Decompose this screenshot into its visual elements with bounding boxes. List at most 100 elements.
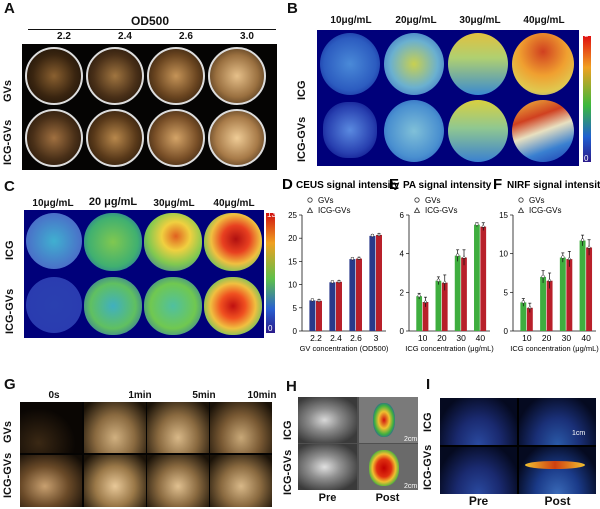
x-tick-label: 2.6 <box>350 333 362 343</box>
bar-charts-svg: D CEUS signal intensityGVsICG-GVs05101520… <box>282 176 600 353</box>
bar-icg-gvs <box>316 300 322 331</box>
panel-c-col-1: 10μg/mL <box>32 198 74 209</box>
pa-phantom-icg-2 <box>384 33 444 95</box>
pa-phantom-icg-gvs-2 <box>384 100 444 162</box>
x-tick-label: 2.4 <box>330 333 342 343</box>
nirf-phantom-icg-gvs-4 <box>204 277 262 335</box>
x-tick-label: 10 <box>522 333 532 343</box>
data-point-icg-gvs <box>423 299 428 303</box>
pa-phantom-icg-3 <box>448 33 508 95</box>
data-point-icg-gvs <box>461 254 467 259</box>
panel-c-colorbar <box>266 213 275 333</box>
y-tick-label: 0 <box>504 327 509 336</box>
data-point-icg-gvs <box>481 223 486 228</box>
nirf-phantom-icg-4 <box>204 213 262 271</box>
panel-d-letter: D <box>282 176 293 193</box>
bar-gvs <box>454 255 461 331</box>
nirf-phantom-icg-gvs-1 <box>26 277 82 333</box>
bar-icg-gvs <box>526 307 533 331</box>
panel-b-image-grid <box>317 30 579 166</box>
y-tick-label: 20 <box>288 234 297 243</box>
data-point-icg-gvs <box>527 305 532 309</box>
nirf-phantom-icg-gvs-3 <box>144 277 202 335</box>
panel-h-image-grid <box>298 397 418 490</box>
us-phantom-gvs-1 <box>25 47 83 105</box>
y-tick-label: 5 <box>293 304 298 313</box>
nirf-mouse-icg-gvs-pre <box>298 444 357 490</box>
y-tick-label: 6 <box>400 211 405 220</box>
bar-icg-gvs <box>376 234 382 331</box>
bar-gvs <box>329 282 336 331</box>
bar-icg-gvs <box>336 281 342 331</box>
bar-gvs <box>474 224 480 331</box>
us-phantom-icg-gvs-1 <box>25 109 83 167</box>
us-phantom-gvs-3 <box>147 47 205 105</box>
data-point-gvs <box>436 278 441 282</box>
nirf-mouse-icg-post <box>359 397 418 443</box>
data-point-icg-gvs <box>316 298 322 302</box>
panel-c-letter: C <box>4 178 15 195</box>
bar-gvs <box>435 280 442 331</box>
panel-a-row-1: GVs <box>2 79 14 102</box>
panel-b-cbar-max: 8 <box>584 30 589 39</box>
pa-phantom-icg-gvs-4 <box>512 100 574 162</box>
panel-c-cbar-min: 0 <box>268 324 273 333</box>
panel-c-row-1: ICG <box>4 240 16 260</box>
legend-label-icg-gvs: ICG-GVs <box>529 206 561 215</box>
y-tick-label: 25 <box>288 211 297 220</box>
panel-a-row-2: ICG-GVs <box>2 119 14 165</box>
panel-c-image-grid <box>24 210 264 338</box>
nirf-phantom-icg-2 <box>84 213 142 271</box>
legend-marker-icg-gvs <box>413 207 421 213</box>
panel-f-letter: F <box>493 176 502 193</box>
panel-g-row-2: ICG-GVs <box>2 452 14 498</box>
panel-a-col-3: 2.6 <box>179 31 193 42</box>
y-tick-label: 15 <box>288 257 297 266</box>
y-tick-label: 0 <box>400 327 405 336</box>
bar-icg-gvs <box>356 258 362 331</box>
nirf-mouse-icg-pre <box>298 397 357 443</box>
nirf-mouse-icg-gvs-post <box>359 444 418 490</box>
legend-marker-icg-gvs <box>306 207 314 213</box>
nirf-signal-hotspot-icg-gvs <box>369 450 399 486</box>
chart-title: PA signal intensity <box>403 180 492 191</box>
data-point-icg-gvs <box>336 279 342 283</box>
panel-g-col-1: 0s <box>48 390 60 401</box>
data-point-icg-gvs <box>356 256 362 260</box>
bar-gvs <box>540 276 547 331</box>
data-point-icg-gvs <box>442 280 447 284</box>
nirf-phantom-icg-gvs-2 <box>84 277 142 335</box>
x-tick-label: 10 <box>418 333 428 343</box>
pa-phantom-icg-gvs-1 <box>323 102 377 158</box>
pa-mouse-icg-gvs-post <box>519 447 596 494</box>
bar-icg-gvs <box>566 259 573 331</box>
panel-b-colorbar <box>583 36 591 162</box>
y-tick-label: 10 <box>499 250 508 259</box>
legend-label-gvs: GVs <box>318 196 334 205</box>
bar-gvs <box>520 302 527 331</box>
panel-a-divider <box>28 29 276 30</box>
data-point-gvs <box>580 238 585 242</box>
legend-label-gvs: GVs <box>425 196 441 205</box>
x-axis-label: GV concentration (OD500) <box>300 344 389 353</box>
panel-b-cbar-min: 0 <box>584 154 589 163</box>
x-axis-label: ICG concentration (μg/mL) <box>510 344 599 353</box>
panel-i-row-1: ICG <box>422 412 434 432</box>
bar-gvs <box>369 235 376 331</box>
nirf-phantom-icg-3 <box>144 213 202 271</box>
panel-a-image-grid <box>22 44 277 170</box>
ceus-icg-gvs-10min <box>210 455 272 507</box>
legend-marker-gvs <box>307 197 313 203</box>
data-point-gvs <box>350 256 355 261</box>
panel-e-letter: E <box>389 176 399 193</box>
legend-label-gvs: GVs <box>529 196 545 205</box>
panel-g-col-3: 5min <box>192 390 216 401</box>
pa-phantom-icg-1 <box>320 33 380 95</box>
panel-h-letter: H <box>286 378 297 395</box>
x-axis-label: ICG concentration (μg/mL) <box>405 344 494 353</box>
panel-c-col-4: 40μg/mL <box>213 198 255 209</box>
data-point-gvs <box>455 253 460 257</box>
x-tick-label: 20 <box>437 333 447 343</box>
